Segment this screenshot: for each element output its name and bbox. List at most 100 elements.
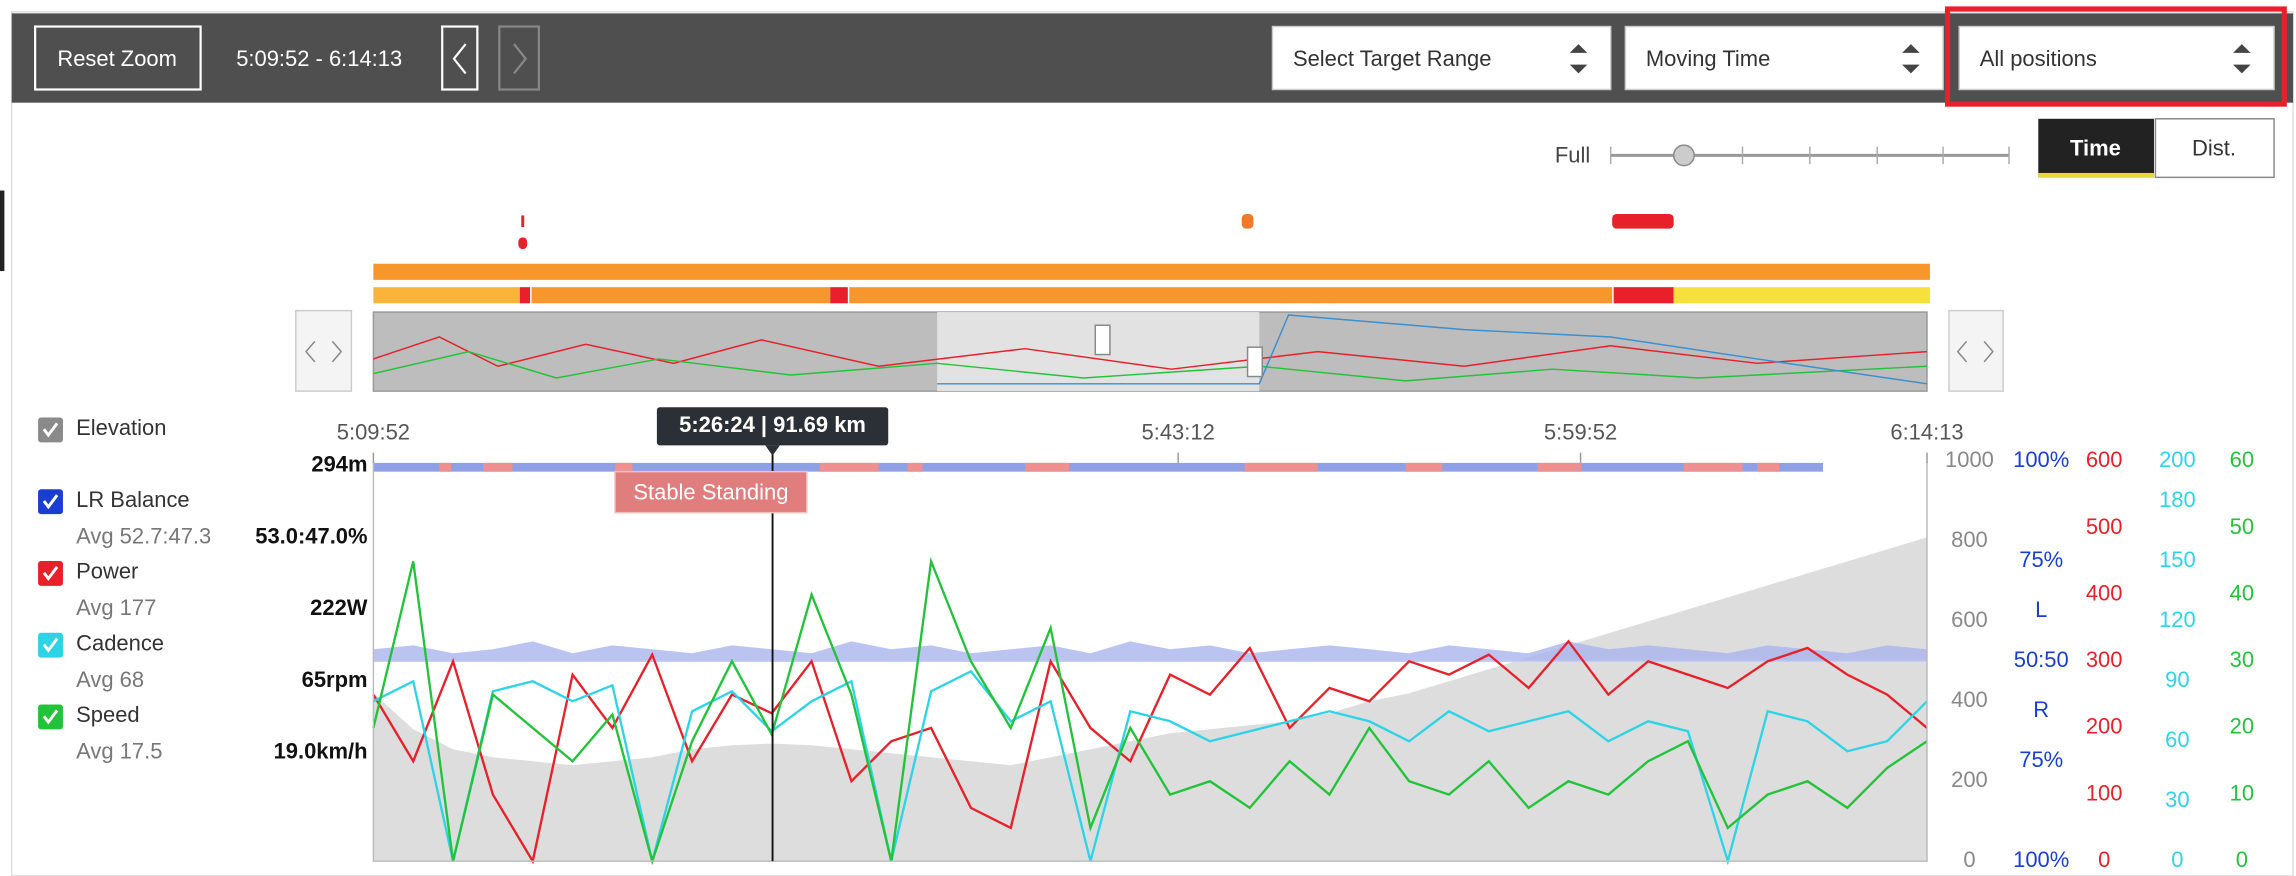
y-tick-label: 40 <box>2230 580 2254 605</box>
range-segment <box>849 287 1613 304</box>
y-tick-label: 100% <box>2013 447 2069 472</box>
range-segment <box>830 287 848 304</box>
status-strip-part <box>483 462 513 472</box>
status-strip-part <box>439 462 451 472</box>
next-button[interactable] <box>498 25 540 91</box>
y-tick-label: 0 <box>2171 847 2183 872</box>
legend-item[interactable]: Power Avg 177 <box>38 559 156 621</box>
current-value: 222W <box>310 595 368 620</box>
slider-knob[interactable] <box>1672 144 1695 167</box>
range-segment <box>519 287 531 304</box>
reset-zoom-button[interactable]: Reset Zoom <box>34 25 202 91</box>
status-strip <box>373 462 1824 472</box>
y-tick-label: 600 <box>1951 607 1988 632</box>
annotation-box <box>614 470 808 514</box>
slider-ticks <box>1609 146 2010 165</box>
select-dropdown[interactable]: Select Target Range <box>1271 25 1612 91</box>
select-dropdown[interactable]: All positions <box>1958 25 2275 91</box>
zoom-slider[interactable] <box>1609 144 2010 167</box>
y-tick-label: 1000 <box>1945 447 1994 472</box>
y-tick-label: 0 <box>2236 847 2248 872</box>
toggle-frame <box>2154 118 2275 179</box>
nav-frame <box>1948 309 2004 392</box>
checkmark <box>42 494 59 510</box>
legend-item[interactable]: Elevation <box>38 415 166 443</box>
checkmark <box>42 422 59 438</box>
y-tick-label: 0 <box>1963 847 1975 872</box>
range-segment <box>1613 287 1674 304</box>
plot-frame <box>372 461 1928 862</box>
legend-label: Power <box>76 559 138 584</box>
select-frame <box>1958 25 2275 91</box>
minimap-prev[interactable] <box>295 309 353 392</box>
y-tick-label: 20 <box>2230 714 2254 739</box>
legend-average: Avg 68 <box>76 667 144 692</box>
mode-toggle-time[interactable]: Time <box>2038 118 2154 178</box>
y-tick-label: L <box>2035 597 2047 622</box>
tooltip-pointer <box>765 445 780 456</box>
legend-item[interactable]: Speed Avg 17.5 <box>38 702 162 764</box>
current-value: 294m <box>311 452 367 477</box>
range-segment <box>373 287 520 304</box>
status-strip-part <box>1025 462 1069 472</box>
toggle-frame <box>2038 118 2154 178</box>
button-frame <box>498 25 540 91</box>
y-tick-label: 30 <box>2230 647 2254 672</box>
select-label: All positions <box>1980 46 2097 71</box>
select-label: Select Target Range <box>1293 46 1492 71</box>
chevron <box>513 43 528 75</box>
select-arrows <box>1902 44 1920 74</box>
series-line <box>372 669 1928 866</box>
marker <box>518 237 528 250</box>
y-tick-label: 100 <box>2086 780 2123 805</box>
legend-item[interactable]: LR Balance Avg 52.7:47.3 <box>38 487 211 549</box>
legend-label: Speed <box>76 702 139 727</box>
minimap-line <box>373 336 1928 370</box>
x-tick-label: 6:14:13 <box>1890 419 1963 444</box>
legend-item[interactable]: Cadence Avg 68 <box>38 630 164 692</box>
y-tick-label: 75% <box>2019 747 2063 772</box>
checkmark <box>42 565 59 582</box>
minimap-handle[interactable] <box>1094 324 1111 356</box>
range-bar <box>373 263 1930 280</box>
select-frame <box>1271 25 1612 91</box>
y-tick-label: 800 <box>1951 527 1988 552</box>
minimap-next[interactable] <box>1948 309 2004 392</box>
select-frame <box>1624 25 1944 91</box>
y-tick-label: 300 <box>2086 647 2123 672</box>
mode-toggle-dist[interactable]: Dist. <box>2154 118 2275 179</box>
minimap-handle[interactable] <box>1246 346 1263 378</box>
select-arrows <box>1569 44 1588 74</box>
y-tick-label: 90 <box>2165 667 2189 692</box>
toggle-label: Time <box>2070 135 2121 160</box>
minimap-line <box>937 314 1928 385</box>
x-tick-label: 5:09:52 <box>337 419 410 444</box>
y-tick-label: 75% <box>2019 547 2063 572</box>
y-tick-label: 60 <box>2165 727 2189 752</box>
chevron <box>452 43 467 75</box>
y-tick-label: 60 <box>2230 447 2254 472</box>
x-tick-label: 5:59:52 <box>1544 419 1617 444</box>
legend-label: LR Balance <box>76 487 189 512</box>
prev-button[interactable] <box>441 25 479 91</box>
status-strip-part <box>907 462 923 472</box>
y-tick-label: 200 <box>1951 767 1988 792</box>
annotation-label: Stable Standing <box>633 479 788 504</box>
select-dropdown[interactable]: Moving Time <box>1624 25 1944 91</box>
series-line <box>372 556 1928 866</box>
y-tick-label: 120 <box>2159 607 2196 632</box>
status-strip-part <box>1537 462 1582 472</box>
y-tick-label: 50:50 <box>2014 647 2069 672</box>
legend-label: Cadence <box>76 630 164 655</box>
status-strip-part <box>615 462 633 472</box>
y-tick-label: 150 <box>2159 547 2196 572</box>
y-tick-label: 400 <box>2086 580 2123 605</box>
minimap-line <box>373 350 1928 382</box>
balance-area <box>373 641 1928 662</box>
status-strip-part <box>1683 462 1743 472</box>
current-value: 65rpm <box>302 667 368 692</box>
toggle-label: Dist. <box>2192 135 2236 160</box>
status-strip-part <box>1757 462 1780 472</box>
